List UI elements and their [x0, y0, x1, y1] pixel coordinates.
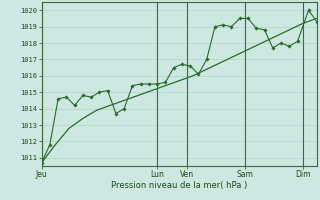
X-axis label: Pression niveau de la mer( hPa ): Pression niveau de la mer( hPa ) — [111, 181, 247, 190]
